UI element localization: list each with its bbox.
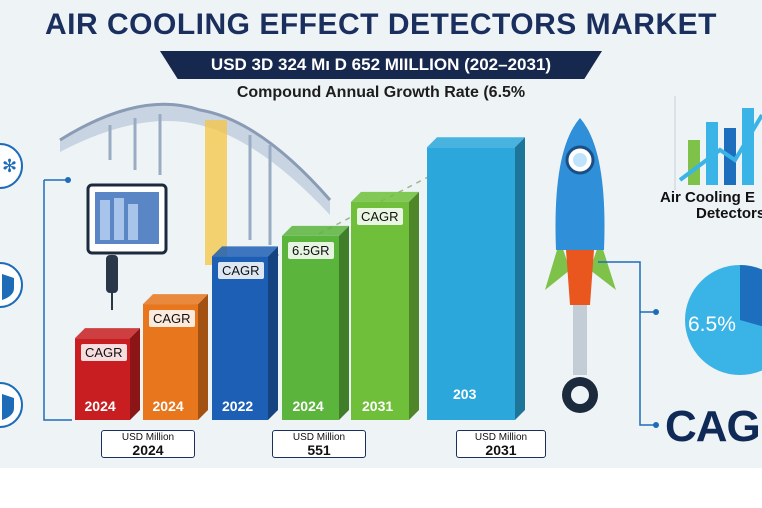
bar-year-label: 2024 [84,398,116,414]
connector-line [43,180,72,421]
bar-year-label: 2031 [362,398,394,414]
bar-side [339,225,349,420]
bar [427,147,515,421]
product-label-line2: Detectors [696,205,762,222]
bar-side [409,191,419,420]
bar-chip-label: CAGR [149,310,195,328]
bar [351,201,409,420]
bar-top [143,294,208,305]
axis-box-unit: USD Million [474,432,528,443]
bar-chip-label: CAGR [218,262,264,280]
axis-box-year: 551 [307,442,331,458]
svg-text:✻: ✻ [2,156,17,177]
cagr-heading: CAGR [665,402,762,451]
pie-value-label: 6.5% [688,313,736,336]
axis-box-unit: USD Million [121,432,175,443]
sensor-icon [86,183,168,310]
bar [212,256,268,420]
page-title: AIR COOLING EFFECT DETECTORS MARKET [45,8,717,41]
bar-side [130,328,140,420]
bar-top [212,246,278,257]
axis-box-1: USD Million 2024 [101,430,195,458]
bar-chip-label: CAGR [357,207,403,225]
bar-top [351,191,419,202]
bar-top [75,328,140,339]
bar-year-label: 203 [453,386,477,402]
bar-side [268,246,278,420]
product-label-line1: Air Cooling E [660,189,755,206]
shield-icon [0,382,23,428]
axis-box-year: 2024 [132,442,164,458]
cagr-pie-icon [685,264,762,375]
snowflake-icon: ✻ [0,143,23,189]
bar-side [198,294,208,420]
shield-icon [0,262,23,308]
product-label: Air Cooling E Detectors [660,190,762,222]
bar-year-label: 2024 [152,398,184,414]
bar-year-label: 2024 [292,398,324,414]
axis-box-unit: USD Million [292,432,346,443]
bar-top [427,137,525,148]
axis-box-2: USD Million 551 [272,430,366,458]
growth-chart-icon [674,96,762,190]
axis-box-year: 2031 [485,442,517,458]
bar-year-label: 2022 [222,398,254,414]
building-icon [59,102,332,265]
rocket-icon [545,118,616,413]
bar-side [515,137,525,421]
axis-box-3: USD Million 2031 [456,430,546,458]
cagr-subtitle: Compound Annual Growth Rate (6.5% [236,84,526,101]
bar [282,235,339,420]
bar-top [282,225,349,236]
market-size-banner: USD 3D 324 Mı D 652 MIILLION (202–2031) [160,51,602,79]
bar-chip-label: CAGR [81,344,127,362]
bar-chip-label: 6.5GR [288,241,334,259]
